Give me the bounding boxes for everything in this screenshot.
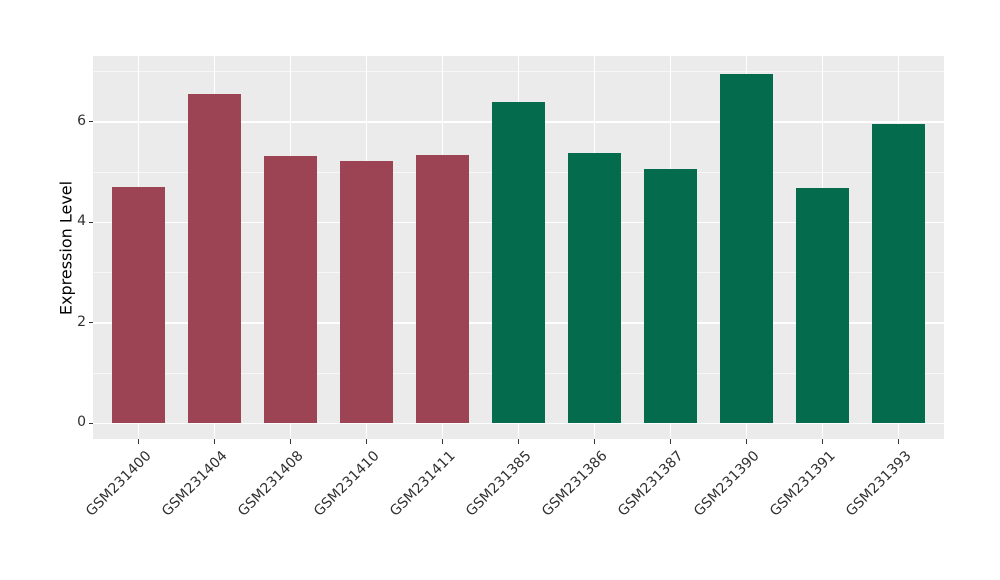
bar-GSM231391 — [795, 188, 850, 424]
bar-GSM231390 — [719, 74, 774, 424]
x-axis-tick-label-GSM231393: GSM231393 — [843, 448, 915, 520]
bar-GSM231410 — [339, 161, 394, 424]
x-axis-tick-mark — [289, 439, 292, 444]
y-axis-tick-label: 6 — [77, 112, 86, 129]
x-axis-tick-label-GSM231387: GSM231387 — [615, 448, 687, 520]
x-axis-tick-label-GSM231410: GSM231410 — [311, 448, 383, 520]
x-axis-tick-label-GSM231404: GSM231404 — [159, 448, 231, 520]
bar-GSM231411 — [415, 155, 470, 424]
x-axis-tick-mark — [821, 439, 824, 444]
bar-GSM231393 — [871, 124, 925, 424]
y-axis-tick-mark — [88, 221, 93, 223]
bar-GSM231385 — [491, 102, 546, 424]
y-axis-tick-label: 2 — [77, 313, 86, 330]
bar-GSM231408 — [263, 156, 318, 424]
x-axis-tick-label-GSM231386: GSM231386 — [539, 448, 611, 520]
bar-GSM231400 — [111, 187, 166, 424]
x-axis-tick-label-GSM231400: GSM231400 — [83, 448, 155, 520]
x-axis-tick-mark — [137, 439, 140, 444]
y-axis-title: Expression Level — [56, 180, 76, 315]
bar-GSM231386 — [567, 153, 622, 424]
x-axis-tick-mark — [517, 439, 520, 444]
x-axis-tick-label-GSM231391: GSM231391 — [767, 448, 839, 520]
y-axis-tick-mark — [88, 422, 93, 424]
x-axis-tick-label-GSM231385: GSM231385 — [463, 448, 535, 520]
gridline-minor-y — [93, 71, 944, 73]
x-axis-tick-label-GSM231408: GSM231408 — [235, 448, 307, 520]
bar-GSM231387 — [643, 169, 698, 424]
x-axis-tick-mark — [593, 439, 596, 444]
x-axis-tick-mark — [669, 439, 672, 444]
x-axis-tick-mark — [365, 439, 368, 444]
y-axis-tick-label: 0 — [77, 414, 86, 431]
y-axis-tick-label: 4 — [77, 213, 86, 230]
bar-GSM231404 — [187, 94, 242, 424]
x-axis-tick-mark — [213, 439, 216, 444]
x-axis-tick-label-GSM231390: GSM231390 — [691, 448, 763, 520]
x-axis-tick-mark — [441, 439, 444, 444]
y-axis-tick-mark — [88, 121, 93, 123]
x-axis-tick-label-GSM231411: GSM231411 — [387, 448, 459, 520]
x-axis-tick-mark — [745, 439, 748, 444]
x-axis-tick-mark — [897, 439, 899, 444]
y-axis-tick-mark — [88, 322, 93, 324]
plot-panel — [93, 56, 944, 439]
